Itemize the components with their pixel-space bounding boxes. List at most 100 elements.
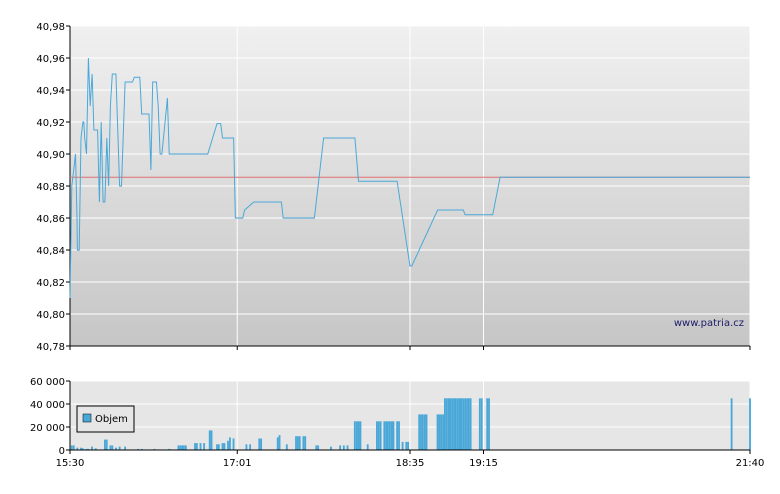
volume-bar — [421, 414, 424, 450]
volume-bar — [118, 446, 121, 450]
legend-label: Objem — [95, 414, 128, 425]
volume-bar — [353, 421, 356, 451]
volume-bar — [181, 445, 184, 450]
volume-y-tick-label: 40 000 — [30, 400, 65, 411]
volume-bar — [440, 414, 443, 450]
volume-bar — [317, 445, 320, 450]
volume-bar — [184, 445, 187, 450]
volume-bar — [249, 444, 252, 451]
legend-swatch — [82, 413, 92, 423]
volume-bar — [304, 436, 307, 450]
volume-bar — [94, 448, 97, 450]
volume-bar — [72, 445, 75, 450]
volume-bar — [179, 445, 182, 450]
volume-bar — [91, 446, 93, 450]
volume-bar — [445, 398, 448, 451]
volume-bar — [423, 414, 426, 450]
price-y-tick-label: 40,98 — [36, 22, 65, 33]
volume-bar — [390, 421, 393, 451]
volume-bar — [749, 398, 751, 451]
volume-bar — [245, 444, 248, 451]
price-y-tick-label: 40,84 — [36, 246, 65, 257]
volume-bar — [376, 421, 378, 451]
volume-bar — [405, 441, 408, 450]
volume-bar — [357, 421, 360, 451]
volume-bar — [407, 441, 410, 450]
volume-bar — [444, 398, 446, 451]
volume-bar — [392, 421, 395, 451]
volume-bar — [359, 421, 362, 451]
volume-bar — [464, 398, 467, 451]
volume-y-tick-label: 0 — [59, 446, 65, 457]
price-y-tick-label: 40,78 — [36, 342, 65, 353]
volume-bar — [203, 443, 206, 450]
volume-bar — [276, 437, 279, 450]
volume-bar — [478, 398, 481, 451]
volume-bar — [366, 444, 369, 451]
volume-bar — [124, 446, 127, 450]
volume-bar — [115, 447, 117, 450]
volume-bar — [199, 443, 202, 450]
volume-bar — [438, 414, 441, 450]
x-tick-label: 18:35 — [396, 458, 425, 469]
volume-bar — [208, 430, 211, 450]
volume-bar — [258, 438, 261, 450]
volume-bar — [227, 440, 229, 450]
x-tick-label: 15:30 — [56, 458, 85, 469]
volume-bar — [80, 447, 82, 450]
volume-bar — [87, 448, 90, 450]
volume-bar — [217, 444, 220, 451]
volume-bar — [260, 438, 263, 450]
volume-bar — [453, 398, 456, 451]
volume-bar — [223, 443, 226, 450]
volume-bar — [462, 398, 465, 451]
price-y-tick-label: 40,90 — [36, 150, 65, 161]
volume-bar — [315, 445, 318, 450]
volume-bar — [85, 448, 88, 450]
volume-bar — [436, 414, 439, 450]
volume-bar — [278, 435, 281, 450]
volume-bar — [81, 448, 84, 450]
price-y-tick-label: 40,80 — [36, 310, 65, 321]
volume-bar — [232, 438, 235, 450]
volume-bar — [480, 398, 483, 451]
volume-bar — [456, 398, 459, 451]
volume-y-tick-label: 60 000 — [30, 377, 65, 388]
volume-bar — [455, 398, 457, 451]
price-y-tick-label: 40,96 — [36, 54, 65, 65]
volume-bar — [342, 445, 345, 450]
volume-bar — [70, 445, 73, 450]
volume-bar — [216, 444, 218, 451]
volume-bar — [486, 398, 489, 451]
volume-bar — [195, 443, 198, 450]
volume-bar — [137, 448, 139, 450]
volume-bar — [488, 398, 490, 451]
volume-bar — [346, 445, 349, 450]
volume-bar — [168, 448, 171, 450]
volume-bar — [418, 414, 421, 450]
price-y-tick-label: 40,94 — [36, 86, 65, 97]
volume-bar — [396, 421, 399, 451]
price-y-tick-label: 40,88 — [36, 182, 65, 193]
volume-bar — [153, 448, 156, 450]
price-series-line — [69, 57, 750, 299]
volume-bar — [355, 421, 358, 451]
volume-bar — [140, 448, 143, 450]
volume-bar — [339, 445, 342, 450]
volume-bar — [229, 437, 231, 450]
volume-bar — [451, 398, 454, 451]
volume-bar — [379, 421, 382, 451]
volume-bar — [466, 398, 468, 451]
volume-bar — [295, 436, 297, 450]
volume-bar — [183, 445, 185, 450]
volume-bar — [387, 421, 389, 451]
volume-bar — [383, 421, 386, 451]
volume-bar — [105, 439, 108, 450]
volume-bar — [76, 447, 79, 450]
volume-bar — [458, 398, 461, 451]
volume-bar — [398, 421, 400, 451]
volume-bar — [469, 398, 472, 451]
volume-bar — [730, 398, 733, 451]
